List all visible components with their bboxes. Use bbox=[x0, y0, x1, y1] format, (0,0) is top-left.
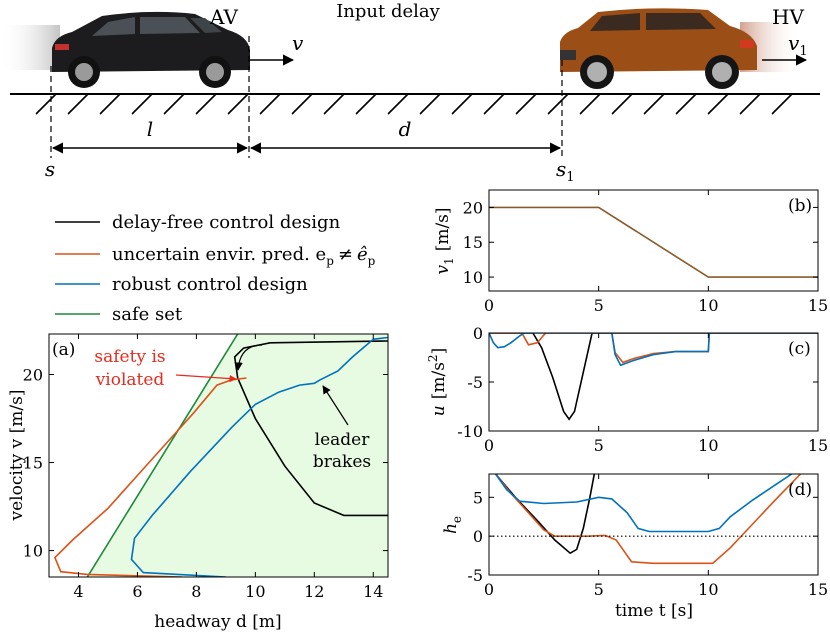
series-line-d-0 bbox=[494, 474, 596, 555]
y-axis-label-var: v bbox=[433, 265, 453, 275]
l-label: l bbox=[147, 117, 153, 141]
hv-label: HV bbox=[772, 5, 804, 29]
series-line-d-2 bbox=[494, 474, 793, 533]
series-line-c-0 bbox=[489, 333, 818, 421]
legend-label-robust: robust control design bbox=[112, 274, 308, 295]
series-line-c-1 bbox=[489, 333, 818, 364]
safe-set-boundary-line bbox=[86, 334, 239, 577]
annotation-safety-arrow bbox=[175, 374, 237, 383]
v-label: v bbox=[292, 31, 304, 55]
y-axis-label: velocity v [m/s] bbox=[7, 390, 27, 522]
y-axis-label: he bbox=[441, 516, 464, 534]
x-tick-label: 10 bbox=[245, 582, 265, 601]
black-hatchback-car-icon bbox=[0, 11, 250, 88]
safe-set-region bbox=[87, 334, 388, 577]
x-tick-label: 4 bbox=[73, 582, 83, 601]
annotation-safety-line2: violated bbox=[95, 370, 165, 390]
y-axis-label-unit: [m/s bbox=[429, 362, 449, 399]
x-tick-label: 5 bbox=[594, 580, 604, 599]
y-tick-label: 10 bbox=[463, 268, 483, 287]
x-tick-label: 12 bbox=[304, 582, 324, 601]
y-axis-label-sub: 1 bbox=[442, 257, 456, 265]
y-tick-label: 20 bbox=[23, 366, 43, 385]
x-tick-label: 10 bbox=[698, 296, 718, 315]
x-tick-label: 10 bbox=[698, 580, 718, 599]
y-tick-label: 10 bbox=[23, 542, 43, 561]
x-tick-label: 10 bbox=[698, 436, 718, 455]
y-axis-label-var: u bbox=[429, 405, 449, 416]
annotation-leader-line2: brakes bbox=[313, 452, 371, 472]
series-line-a-2 bbox=[130, 336, 388, 577]
panel-label: (b) bbox=[788, 196, 812, 216]
legend-label-safe-set: safe set bbox=[112, 304, 183, 325]
ground-hatching bbox=[35, 93, 793, 115]
legend-label-delay-free: delay-free control design bbox=[112, 212, 341, 233]
panel-c: 0 5 10 15 0 -5 -10 (c) u [m/s2] bbox=[426, 324, 828, 455]
x-tick-label: 15 bbox=[808, 580, 828, 599]
y-axis-label-sup: 2 bbox=[426, 354, 440, 362]
y-axis-label-sub: e bbox=[450, 516, 464, 523]
y-tick-label: 15 bbox=[23, 454, 43, 473]
schematic-title: Input delay bbox=[336, 1, 440, 22]
axes-frame bbox=[48, 333, 389, 578]
d-label: d bbox=[399, 117, 412, 141]
x-tick-label: 0 bbox=[484, 436, 494, 455]
series-line-c-2 bbox=[489, 333, 818, 367]
s1-label: s1 bbox=[556, 157, 575, 185]
annotation-leader-arrow bbox=[322, 385, 349, 426]
series-line-a-1 bbox=[53, 377, 247, 577]
y-tick-label: -5 bbox=[467, 566, 483, 585]
series-line-b-0 bbox=[489, 206, 818, 278]
panel-label: (d) bbox=[788, 480, 812, 500]
y-tick-label: 0 bbox=[473, 324, 483, 343]
v1-label: v1 bbox=[788, 31, 808, 59]
axes-frame bbox=[488, 332, 819, 432]
axes-frame bbox=[488, 189, 819, 292]
x-tick-label: 5 bbox=[594, 436, 604, 455]
x-tick-label: 5 bbox=[594, 296, 604, 315]
y-tick-label: -10 bbox=[457, 422, 483, 441]
panel-label: (c) bbox=[788, 339, 811, 359]
y-axis-label-unit: [m/s] bbox=[433, 207, 453, 251]
x-axis-label: headway d [m] bbox=[154, 612, 281, 632]
y-tick-label: 5 bbox=[473, 488, 483, 507]
x-tick-label: 14 bbox=[363, 582, 383, 601]
x-tick-label: 0 bbox=[484, 580, 494, 599]
series-line-d-1 bbox=[494, 474, 802, 565]
s-label: s bbox=[45, 157, 55, 181]
annotation-safety-line1: safety is bbox=[94, 347, 165, 367]
y-axis-label: v1 [m/s] bbox=[433, 207, 456, 274]
y-axis-label-close: ] bbox=[429, 348, 449, 355]
y-tick-label: 20 bbox=[463, 198, 483, 217]
annotation-black-arrow bbox=[234, 344, 263, 371]
x-axis-label: time t [s] bbox=[615, 601, 693, 621]
legend-label-uncertain: uncertain envir. pred. ep ≠ êp bbox=[112, 244, 376, 268]
x-tick-label: 6 bbox=[132, 582, 142, 601]
x-tick-label: 8 bbox=[191, 582, 201, 601]
av-label: AV bbox=[209, 5, 238, 29]
schematic: Input delay AV HV v v1 l d s s1 bbox=[0, 1, 820, 185]
axes-frame bbox=[488, 473, 819, 576]
y-tick-label: -5 bbox=[467, 373, 483, 392]
annotation-leader-line1: leader bbox=[315, 430, 371, 450]
orange-suv-car-icon bbox=[560, 8, 800, 89]
y-tick-label: 15 bbox=[463, 233, 483, 252]
panel-label: (a) bbox=[52, 340, 75, 360]
panel-b: 0 5 10 15 10 15 20 (b) v1 [m/s] bbox=[433, 189, 828, 315]
x-tick-label: 0 bbox=[484, 296, 494, 315]
y-tick-label: 0 bbox=[473, 527, 483, 546]
x-tick-label: 15 bbox=[808, 436, 828, 455]
panel-a: 4 6 8 10 12 14 10 15 20 (a) headway d [m] velocity … bbox=[7, 333, 389, 632]
y-axis-label: u [m/s2] bbox=[426, 348, 449, 416]
legend: delay-free control design uncertain envi… bbox=[55, 212, 376, 325]
x-tick-label: 15 bbox=[808, 296, 828, 315]
y-axis-label-var: h bbox=[441, 523, 461, 534]
